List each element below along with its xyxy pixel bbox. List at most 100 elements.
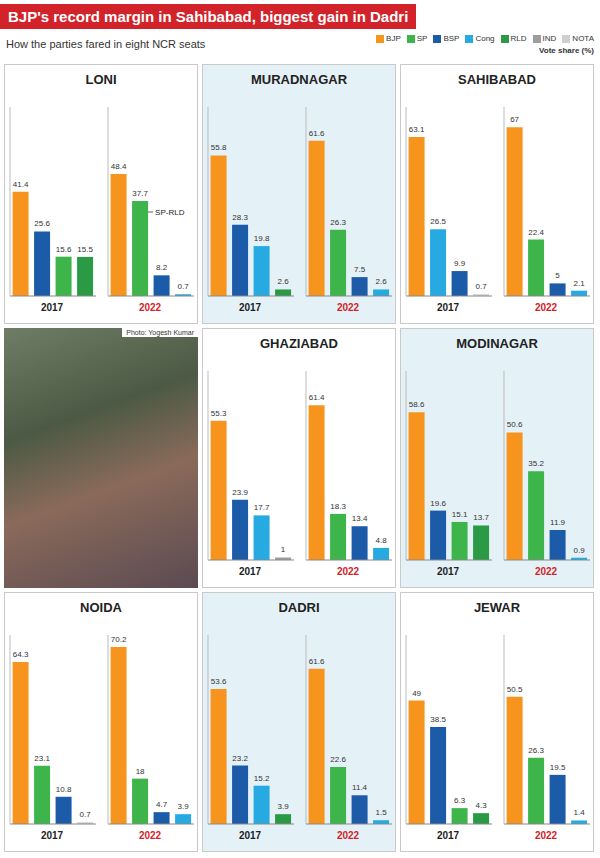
svg-text:4.8: 4.8 [376,536,388,545]
html-text:2022: 2022 [336,830,360,841]
html-text:MODINAGAR: MODINAGAR [456,336,538,351]
svg-text:2.6: 2.6 [278,277,290,286]
svg-text:0.7: 0.7 [80,810,92,819]
svg-text:1.5: 1.5 [376,808,388,817]
svg-text:23.2: 23.2 [232,754,248,763]
html-text:2017: 2017 [436,302,460,313]
html-text:2022: 2022 [534,566,558,577]
svg-text:67: 67 [510,115,519,124]
svg-text:8.2: 8.2 [156,263,168,272]
svg-text:19.8: 19.8 [254,234,270,243]
svg-text:2.1: 2.1 [574,279,586,288]
svg-text:0.7: 0.7 [178,282,190,291]
svg-text:3.9: 3.9 [178,802,190,811]
html-text:Cong: Cong [475,34,495,43]
html-text:NOTA: NOTA [572,34,594,43]
html-text:2017: 2017 [238,566,262,577]
svg-text:0.9: 0.9 [574,546,586,555]
svg-text:15.1: 15.1 [452,510,468,519]
svg-text:25.6: 25.6 [34,219,50,228]
svg-text:35.2: 35.2 [528,459,544,468]
svg-text:61.4: 61.4 [309,393,325,402]
svg-text:58.6: 58.6 [409,400,425,409]
svg-text:49: 49 [412,689,421,698]
svg-text:22.4: 22.4 [528,228,544,237]
html-text:2017: 2017 [238,830,262,841]
svg-text:61.6: 61.6 [309,657,325,666]
html-text:BJP: BJP [386,34,401,43]
html-text:2022: 2022 [336,566,360,577]
svg-text:4.7: 4.7 [156,800,168,809]
svg-text:11.9: 11.9 [550,518,566,527]
html-text:LONI: LONI [85,72,117,87]
svg-text:41.4: 41.4 [13,180,29,189]
html-text:2017: 2017 [436,830,460,841]
html-text:BSP: BSP [443,34,460,43]
svg-text:50.5: 50.5 [507,685,523,694]
html-text:2022: 2022 [138,302,162,313]
svg-text:6.3: 6.3 [454,796,466,805]
svg-text:19.6: 19.6 [430,499,446,508]
html-text:SP: SP [416,34,428,43]
svg-text:26.3: 26.3 [528,746,544,755]
svg-text:19.5: 19.5 [550,763,566,772]
html-text:BJP's record margin in Sahibab: BJP's record margin in Sahibabad, bigges… [8,8,409,25]
svg-text:10.8: 10.8 [56,785,72,794]
svg-text:22.6: 22.6 [330,755,346,764]
svg-text:3.9: 3.9 [278,802,290,811]
svg-text:11.4: 11.4 [352,783,368,792]
svg-text:70.2: 70.2 [111,635,127,644]
svg-text:28.3: 28.3 [232,213,248,222]
svg-text:37.7: 37.7 [132,189,148,198]
html-text:2022: 2022 [138,830,162,841]
svg-text:64.3: 64.3 [13,650,29,659]
svg-text:18.3: 18.3 [330,502,346,511]
svg-text:0.7: 0.7 [476,282,488,291]
svg-text:38.5: 38.5 [430,715,446,724]
html-text:DADRI: DADRI [278,600,320,615]
svg-text:17.7: 17.7 [254,503,270,512]
svg-text:63.1: 63.1 [409,125,425,134]
html-text:2017: 2017 [238,302,262,313]
html-text:2022: 2022 [534,302,558,313]
svg-text:26.5: 26.5 [430,217,446,226]
svg-text:SP-RLD: SP-RLD [155,208,185,217]
svg-text:5: 5 [555,271,560,280]
svg-text:61.6: 61.6 [309,129,325,138]
svg-text:13.7: 13.7 [473,513,489,522]
svg-text:23.9: 23.9 [232,488,248,497]
svg-text:15.5: 15.5 [77,245,93,254]
html-text:Photo: Yogesh Kumar: Photo: Yogesh Kumar [126,329,194,336]
html-text:IND: IND [542,34,557,43]
html-text:SAHIBABAD: SAHIBABAD [458,72,536,87]
svg-text:7.5: 7.5 [354,265,366,274]
svg-text:53.6: 53.6 [211,677,227,686]
html-text:RLD: RLD [510,34,527,43]
svg-text:13.4: 13.4 [352,514,368,523]
html-text:Vote share (%): Vote share (%) [539,46,594,55]
html-text:MURADNAGAR: MURADNAGAR [251,72,347,87]
svg-text:55.8: 55.8 [211,143,227,152]
svg-text:26.3: 26.3 [330,218,346,227]
svg-text:48.4: 48.4 [111,162,127,171]
html-text:2017: 2017 [40,302,64,313]
html-text:2022: 2022 [336,302,360,313]
svg-text:55.3: 55.3 [211,409,227,418]
svg-text:15.6: 15.6 [56,245,72,254]
svg-text:9.9: 9.9 [454,259,466,268]
svg-text:23.1: 23.1 [34,754,50,763]
html-text:GHAZIABAD: GHAZIABAD [260,336,338,351]
html-text:2022: 2022 [534,830,558,841]
html-text:NOIDA: NOIDA [80,600,122,615]
svg-text:1: 1 [281,545,286,554]
html-text:2017: 2017 [436,566,460,577]
svg-text:15.2: 15.2 [254,774,270,783]
svg-text:18: 18 [136,767,145,776]
svg-text:2.6: 2.6 [376,277,388,286]
svg-text:50.6: 50.6 [507,420,523,429]
svg-text:1.4: 1.4 [574,808,586,817]
svg-text:4.3: 4.3 [476,801,488,810]
html-text:How the parties fared in eight: How the parties fared in eight NCR seats [6,38,206,50]
html-text:JEWAR: JEWAR [473,600,521,615]
html-text:2017: 2017 [40,830,64,841]
